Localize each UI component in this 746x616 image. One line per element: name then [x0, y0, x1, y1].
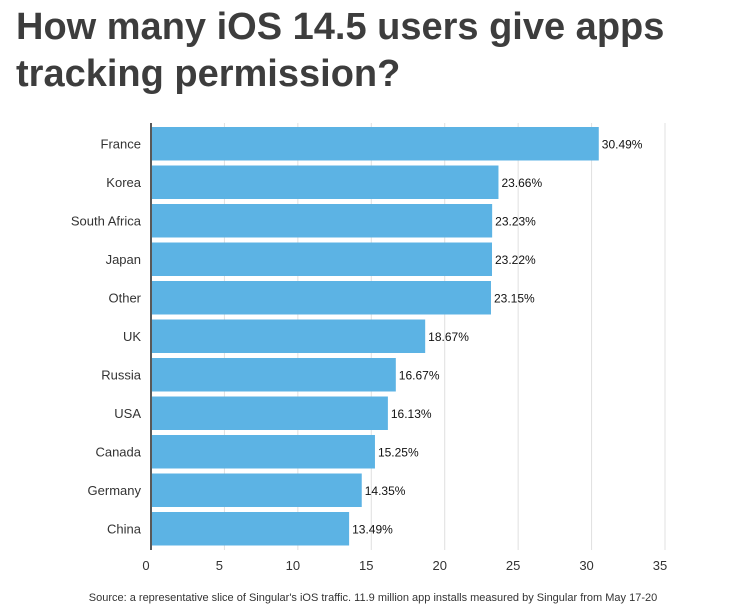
- x-tick-label: 30: [579, 558, 593, 573]
- data-label: 15.25%: [378, 445, 419, 459]
- bar: [152, 358, 396, 392]
- x-tick-label: 0: [142, 558, 149, 573]
- bar: [152, 127, 599, 161]
- x-tick-label: 5: [216, 558, 223, 573]
- chart-title: How many iOS 14.5 users give apps tracki…: [16, 6, 665, 95]
- category-label: Germany: [88, 483, 142, 498]
- category-label: USA: [114, 406, 141, 421]
- data-label: 18.67%: [428, 330, 469, 344]
- category-label: Japan: [106, 252, 141, 267]
- bar: [152, 435, 375, 469]
- data-label: 23.15%: [494, 291, 535, 305]
- bar: [152, 512, 350, 546]
- category-label: Korea: [106, 175, 141, 190]
- category-label: France: [101, 136, 141, 151]
- data-label: 23.66%: [501, 176, 542, 190]
- data-label: 30.49%: [602, 137, 643, 151]
- x-tick-label: 10: [286, 558, 300, 573]
- bar: [152, 473, 362, 507]
- x-tick-label: 20: [432, 558, 446, 573]
- data-label: 14.35%: [365, 484, 406, 498]
- x-tick-label: 25: [506, 558, 520, 573]
- bar: [152, 242, 493, 276]
- category-label: Canada: [95, 444, 141, 459]
- data-label: 16.67%: [399, 368, 440, 382]
- bar: [152, 319, 426, 353]
- category-label: Other: [108, 290, 141, 305]
- data-label: 23.22%: [495, 253, 536, 267]
- bar: [152, 204, 493, 238]
- category-label: Russia: [101, 367, 142, 382]
- bar: [152, 165, 499, 199]
- category-label: South Africa: [71, 213, 142, 228]
- data-label: 23.23%: [495, 214, 536, 228]
- x-tick-label: 35: [653, 558, 667, 573]
- source-note: Source: a representative slice of Singul…: [88, 592, 658, 604]
- category-label: UK: [123, 329, 141, 344]
- x-tick-label: 15: [359, 558, 373, 573]
- bar: [152, 281, 491, 315]
- bar: [152, 396, 388, 430]
- category-label: China: [107, 521, 142, 536]
- data-label: 16.13%: [391, 407, 432, 421]
- data-label: 13.49%: [352, 522, 393, 536]
